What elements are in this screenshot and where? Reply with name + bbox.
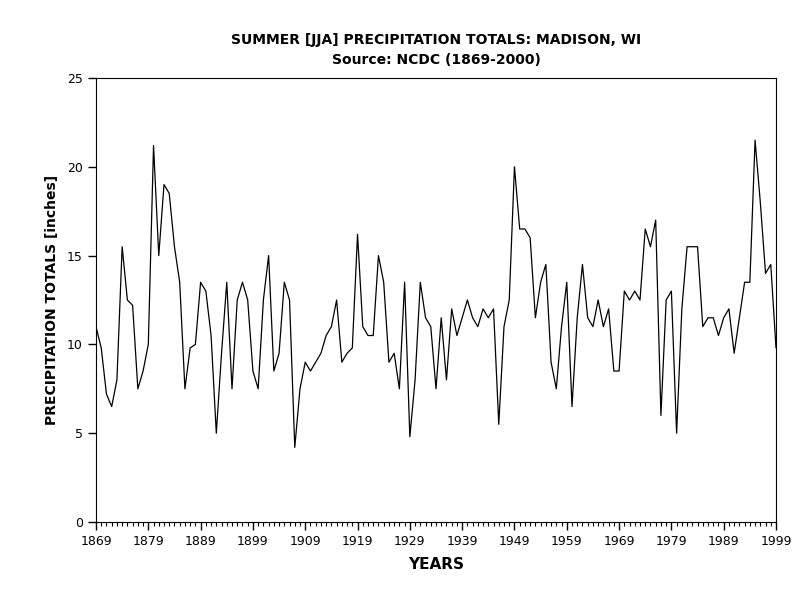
Title: SUMMER [JJA] PRECIPITATION TOTALS: MADISON, WI
Source: NCDC (1869-2000): SUMMER [JJA] PRECIPITATION TOTALS: MADIS…	[231, 32, 641, 67]
Y-axis label: PRECIPITATION TOTALS [inches]: PRECIPITATION TOTALS [inches]	[45, 175, 58, 425]
X-axis label: YEARS: YEARS	[408, 557, 464, 572]
